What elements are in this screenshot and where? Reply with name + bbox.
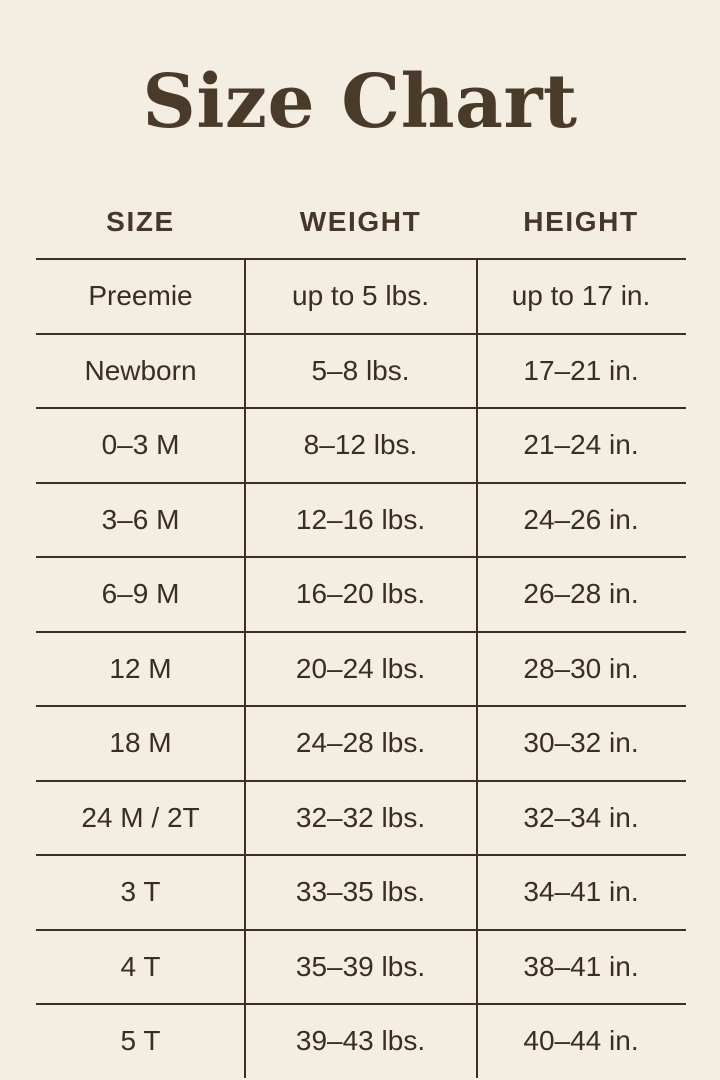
column-divider-2 <box>476 258 479 1078</box>
cell-height: 30–32 in. <box>523 727 639 759</box>
table-row: 3 T 33–35 lbs. 34–41 in. <box>36 854 686 929</box>
cell-size: 12 M <box>109 652 172 684</box>
cell-height: up to 17 in. <box>511 280 651 312</box>
cell-size: 24 M / 2T <box>81 801 200 833</box>
cell-weight: 8–12 lbs. <box>303 429 418 461</box>
cell-size: 5 T <box>120 1025 161 1057</box>
cell-weight: 12–16 lbs. <box>295 503 426 535</box>
table-row: 24 M / 2T 32–32 lbs. 32–34 in. <box>36 779 686 855</box>
cell-weight: 20–24 lbs. <box>295 652 426 684</box>
cell-height: 17–21 in. <box>523 354 639 386</box>
column-header-weight: WEIGHT <box>299 206 422 237</box>
cell-height: 32–34 in. <box>523 801 639 833</box>
cell-size: 3 T <box>120 876 161 908</box>
table-header-row: SIZE WEIGHT HEIGHT <box>36 186 686 258</box>
table-row: 12 M 20–24 lbs. 28–30 in. <box>36 630 686 706</box>
cell-weight: up to 5 lbs. <box>292 280 429 312</box>
cell-size: Newborn <box>84 354 197 386</box>
column-header-size: SIZE <box>106 206 175 237</box>
cell-size: 6–9 M <box>101 578 180 610</box>
cell-weight: 16–20 lbs. <box>295 578 426 610</box>
cell-height: 28–30 in. <box>523 652 639 684</box>
cell-height: 40–44 in. <box>523 1025 639 1057</box>
cell-height: 21–24 in. <box>523 429 639 461</box>
table-row: 4 T 35–39 lbs. 38–41 in. <box>36 928 686 1004</box>
table-row: 0–3 M 8–12 lbs. 21–24 in. <box>36 407 686 482</box>
table-row: 6–9 M 16–20 lbs. 26–28 in. <box>36 556 686 631</box>
page-title: Size Chart <box>142 59 578 145</box>
cell-weight: 35–39 lbs. <box>295 950 426 982</box>
cell-weight: 5–8 lbs. <box>311 354 410 386</box>
table-body: Preemie up to 5 lbs. up to 17 in. Newborn 5–… <box>36 258 686 1078</box>
cell-size: 18 M <box>109 727 172 759</box>
table-row: Newborn 5–8 lbs. 17–21 in. <box>36 332 686 408</box>
column-header-height: HEIGHT <box>523 206 639 237</box>
table-row: 3–6 M 12–16 lbs. 24–26 in. <box>36 481 686 557</box>
cell-height: 24–26 in. <box>523 503 639 535</box>
cell-height: 34–41 in. <box>523 876 639 908</box>
cell-size: 3–6 M <box>101 503 180 535</box>
cell-weight: 24–28 lbs. <box>295 727 426 759</box>
cell-weight: 33–35 lbs. <box>295 876 426 908</box>
table-row: 5 T 39–43 lbs. 40–44 in. <box>36 1003 686 1078</box>
cell-size: 4 T <box>120 950 161 982</box>
cell-weight: 32–32 lbs. <box>295 801 426 833</box>
cell-height: 38–41 in. <box>523 950 639 982</box>
table-row: Preemie up to 5 lbs. up to 17 in. <box>36 258 686 333</box>
cell-size: Preemie <box>88 280 193 312</box>
column-divider-1 <box>244 258 247 1078</box>
cell-height: 26–28 in. <box>523 578 639 610</box>
size-chart-table: SIZE WEIGHT HEIGHT Preemie up to 5 lbs. up… <box>36 186 686 1078</box>
table-row: 18 M 24–28 lbs. 30–32 in. <box>36 705 686 780</box>
cell-weight: 39–43 lbs. <box>295 1025 426 1057</box>
cell-size: 0–3 M <box>101 429 180 461</box>
